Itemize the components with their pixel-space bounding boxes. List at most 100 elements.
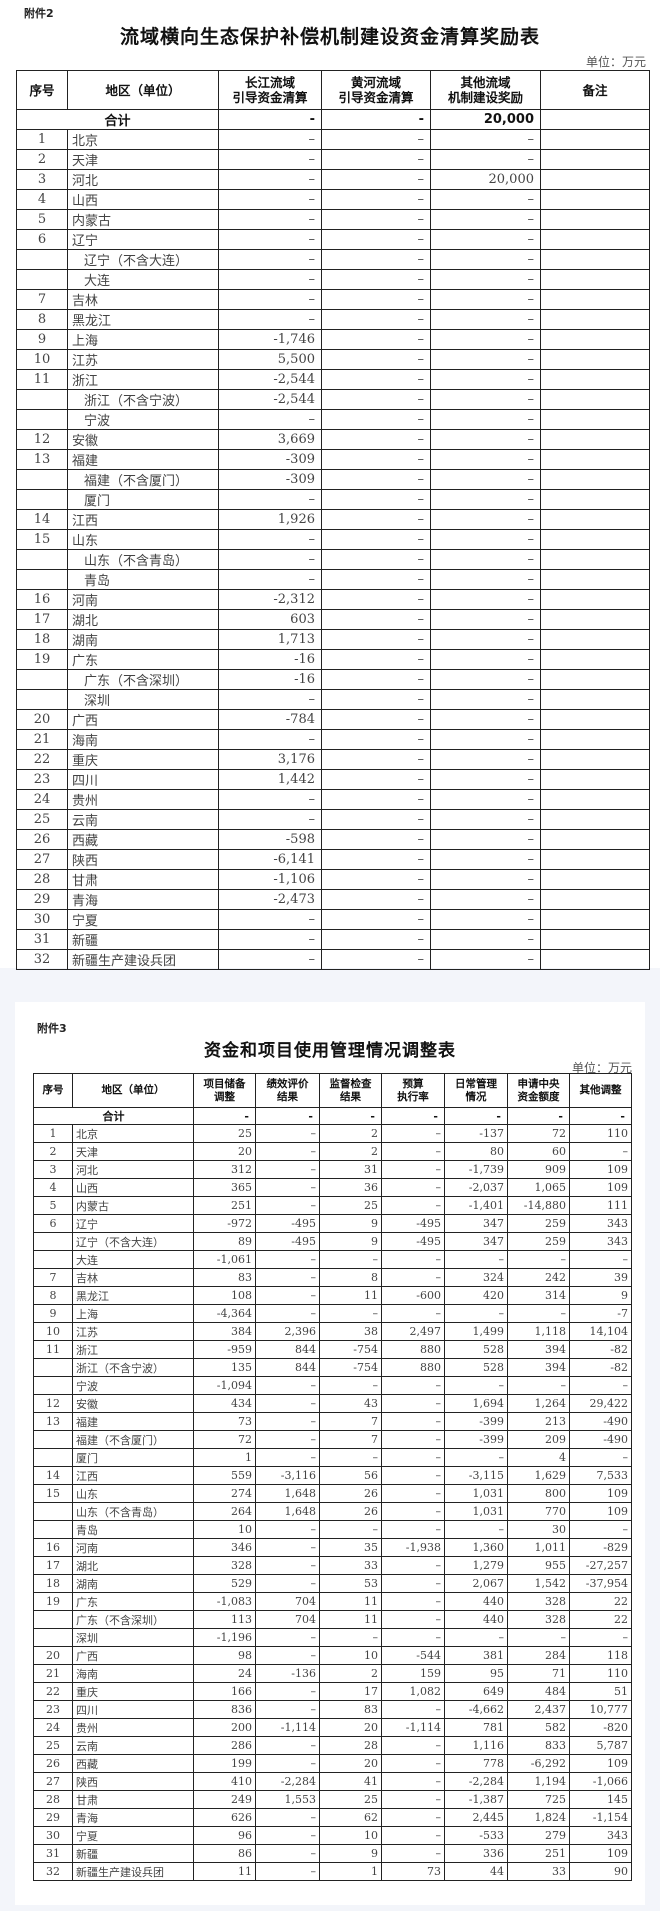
row-value: – xyxy=(381,1826,445,1845)
row-value: – xyxy=(321,949,431,970)
row-value: – xyxy=(444,1448,508,1467)
row-value: 343 xyxy=(569,1232,632,1251)
row-value: -972 xyxy=(193,1214,256,1233)
row-seq: 2 xyxy=(16,149,68,170)
row-value: -2,544 xyxy=(218,389,322,410)
row-value: 343 xyxy=(569,1214,632,1233)
table-row: 9 上海 -4,364– – – – – -7 xyxy=(33,1304,632,1323)
table-row: 15 山东 274 1,648 26–1,031 800 109 xyxy=(33,1484,632,1503)
row-value xyxy=(540,929,650,950)
column-header: 绩效评价 结果 xyxy=(255,1073,320,1108)
row-value: 41 xyxy=(319,1772,382,1791)
row-value: 109 xyxy=(569,1160,632,1179)
table-row: 福建（不含厦门） -309– – xyxy=(16,469,650,490)
total-label: 合计 xyxy=(16,109,219,130)
row-value: – xyxy=(569,1376,632,1395)
total-value: - xyxy=(507,1107,570,1125)
row-value: -544 xyxy=(381,1646,445,1665)
row-value: 249 xyxy=(193,1790,256,1809)
row-value: 381 xyxy=(444,1646,508,1665)
row-region: 云南 xyxy=(67,809,219,830)
table-row: 28 甘肃 249 1,553 25– -1,387 725 145 xyxy=(33,1790,632,1809)
row-value: 328 xyxy=(507,1592,570,1611)
row-value: – xyxy=(430,749,541,770)
attachment-2-page: 附件2 流域横向生态保护补偿机制建设资金清算奖励表 单位：万元 序号 地区（单位）… xyxy=(0,0,660,970)
table-row: 3 河北 – –20,000 xyxy=(16,169,650,190)
table-row: 13 福建 -309– – xyxy=(16,449,650,470)
row-region: 宁波 xyxy=(72,1376,194,1395)
table-row: 22 重庆 3,176– – xyxy=(16,749,650,770)
row-value: – xyxy=(321,769,431,790)
total-row: 合计 - -20,000 xyxy=(16,109,650,130)
table-row: 18 湖南 1,713– – xyxy=(16,629,650,650)
row-value: – xyxy=(430,849,541,870)
row-value: 199 xyxy=(193,1754,256,1773)
row-value: 20,000 xyxy=(430,169,541,190)
row-seq: 18 xyxy=(33,1574,73,1593)
row-value: – xyxy=(507,1376,570,1395)
row-value: 2,445 xyxy=(444,1808,508,1827)
row-value: – xyxy=(218,209,322,230)
row-value: – xyxy=(218,269,322,290)
row-value: 109 xyxy=(569,1754,632,1773)
row-value: – xyxy=(430,789,541,810)
column-header: 日常管理 情况 xyxy=(444,1073,508,1108)
row-value: 781 xyxy=(444,1718,508,1737)
row-value: 1,264 xyxy=(507,1394,570,1413)
row-seq: 8 xyxy=(33,1286,73,1305)
column-header: 序号 xyxy=(16,70,68,110)
attachment-3-page: 附件3 资金和项目使用管理情况调整表 单位：万元 序号 地区（单位） 项目储备 调整… xyxy=(15,1002,645,1905)
table-row: 27 陕西 -6,141– – xyxy=(16,849,650,870)
table-row: 14 江西 1,926– – xyxy=(16,509,650,530)
row-value: 7,533 xyxy=(569,1466,632,1485)
row-seq: 24 xyxy=(33,1718,73,1737)
row-value xyxy=(540,589,650,610)
row-region: 贵州 xyxy=(72,1718,194,1737)
row-value: – xyxy=(321,669,431,690)
row-region: 福建 xyxy=(72,1412,194,1431)
table-row: 广东（不含深圳） -16– – xyxy=(16,669,650,690)
row-seq xyxy=(16,549,68,570)
row-value: 1,694 xyxy=(444,1394,508,1413)
row-value: 10 xyxy=(319,1826,382,1845)
row-region: 山西 xyxy=(67,189,219,210)
table-row: 5 内蒙古 251–25– -1,401 -14,880 111 xyxy=(33,1196,632,1215)
row-seq xyxy=(16,389,68,410)
row-value: – xyxy=(381,1808,445,1827)
row-value: -2,473 xyxy=(218,889,322,910)
row-value: 2,067 xyxy=(444,1574,508,1593)
row-seq: 10 xyxy=(33,1322,73,1341)
row-value xyxy=(540,129,650,150)
row-region: 辽宁 xyxy=(72,1214,194,1233)
table-row: 10 江苏 5,500– – xyxy=(16,349,650,370)
row-seq: 27 xyxy=(33,1772,73,1791)
row-region: 西藏 xyxy=(67,829,219,850)
row-value: – xyxy=(444,1376,508,1395)
row-value: – xyxy=(321,689,431,710)
table-row: 浙江（不含宁波） 135 844 -754 880 528 394 -82 xyxy=(33,1358,632,1377)
column-header: 长江流域 引导资金清算 xyxy=(218,70,322,110)
row-region: 广西 xyxy=(72,1646,194,1665)
row-seq xyxy=(16,249,68,270)
row-value: – xyxy=(255,1826,320,1845)
column-header: 监督检查 结果 xyxy=(319,1073,382,1108)
row-value: – xyxy=(255,1376,320,1395)
row-value: – xyxy=(218,689,322,710)
row-value: 833 xyxy=(507,1736,570,1755)
row-value: – xyxy=(381,1466,445,1485)
row-seq: 3 xyxy=(33,1160,73,1179)
row-value: -1,114 xyxy=(381,1718,445,1737)
row-value: – xyxy=(430,269,541,290)
row-value: -784 xyxy=(218,709,322,730)
row-value: 1,031 xyxy=(444,1502,508,1521)
row-value: – xyxy=(381,1196,445,1215)
row-region: 湖北 xyxy=(72,1556,194,1575)
table-row: 11 浙江 -959 844 -754 880 528 394 -82 xyxy=(33,1340,632,1359)
row-seq: 31 xyxy=(33,1844,73,1863)
total-value: - xyxy=(381,1107,445,1125)
row-seq: 20 xyxy=(33,1646,73,1665)
table-row: 27 陕西 410 -2,284 41– -2,284 1,194 -1,066 xyxy=(33,1772,632,1791)
row-seq: 21 xyxy=(33,1664,73,1683)
row-value: – xyxy=(321,149,431,170)
row-value: 770 xyxy=(507,1502,570,1521)
